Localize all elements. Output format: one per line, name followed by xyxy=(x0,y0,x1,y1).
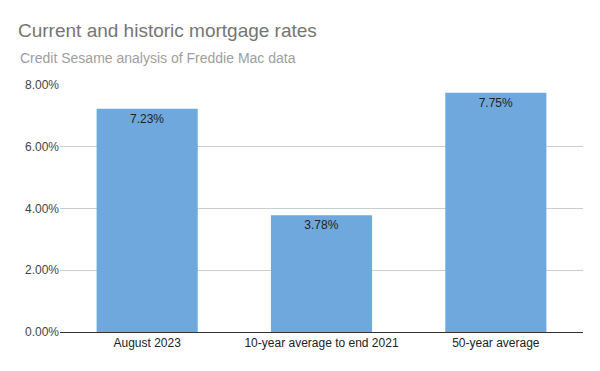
svg-text:8.00%: 8.00% xyxy=(25,78,59,92)
svg-text:2.00%: 2.00% xyxy=(25,263,59,277)
svg-text:3.78%: 3.78% xyxy=(304,218,338,232)
svg-text:6.00%: 6.00% xyxy=(25,140,59,154)
svg-text:Current and historic mortgage: Current and historic mortgage rates xyxy=(18,20,317,41)
svg-text:August 2023: August 2023 xyxy=(113,336,181,350)
svg-text:7.23%: 7.23% xyxy=(130,112,164,126)
svg-text:4.00%: 4.00% xyxy=(25,202,59,216)
svg-text:7.75%: 7.75% xyxy=(479,96,513,110)
svg-text:Credit Sesame analysis of Fred: Credit Sesame analysis of Freddie Mac da… xyxy=(20,50,296,66)
svg-text:0.00%: 0.00% xyxy=(25,325,59,339)
svg-text:10-year average to end 2021: 10-year average to end 2021 xyxy=(244,336,398,350)
svg-text:50-year average: 50-year average xyxy=(452,336,540,350)
